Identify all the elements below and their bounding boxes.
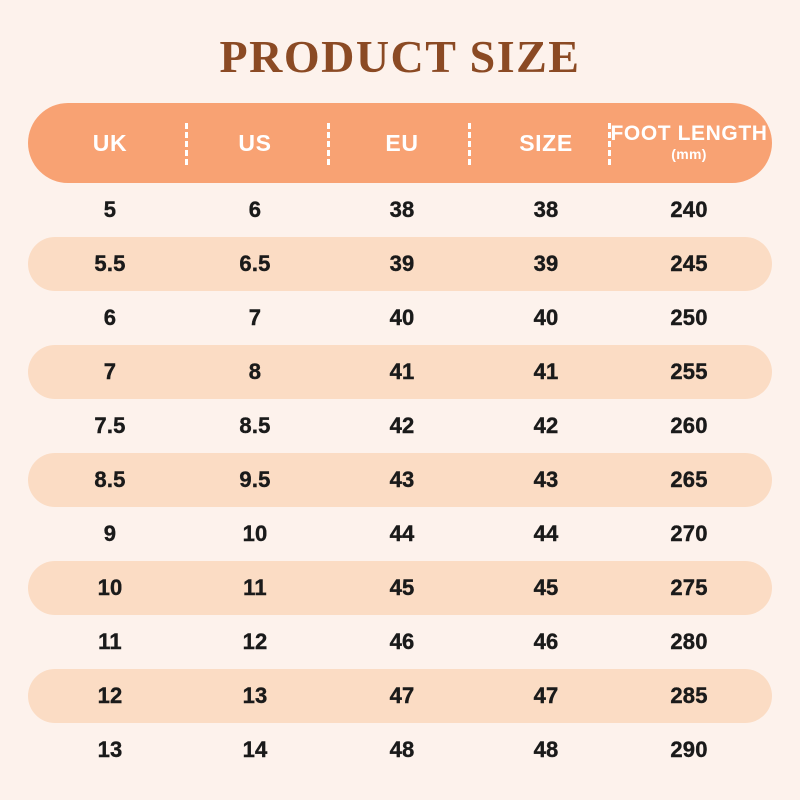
table-cell-size: 42	[533, 413, 559, 438]
table-cell-foot_length: 275	[670, 575, 708, 600]
table-cell-us: 8	[248, 359, 262, 384]
table-cell-eu: 42	[389, 413, 415, 438]
table-row: 9 10 44 44 270	[28, 507, 772, 561]
table-cell-uk: 7.5	[94, 413, 126, 438]
table-cell-uk: 5	[103, 197, 117, 222]
table-cell-eu: 41	[389, 359, 415, 384]
table-cell-size: 48	[533, 737, 559, 762]
table-row: 5 6 38 38 240	[28, 183, 772, 237]
table-cell-us: 11	[243, 575, 267, 600]
table-row: 13 14 48 48 290	[28, 723, 772, 777]
table-cell-uk: 6	[103, 305, 117, 330]
table-cell-uk: 13	[97, 737, 123, 762]
table-cell-foot_length: 255	[670, 359, 708, 384]
table-row: 12 13 47 47 285	[28, 669, 772, 723]
table-cell-us: 9.5	[239, 467, 271, 492]
table-cell-foot_length: 250	[670, 305, 708, 330]
table-row: 7.5 8.5 42 42 260	[28, 399, 772, 453]
table-cell-us: 10	[242, 521, 268, 546]
column-divider-icon-2	[327, 123, 330, 165]
table-cell-eu: 48	[389, 737, 415, 762]
table-row: 10 11 45 45 275	[28, 561, 772, 615]
page-title: PRODUCT SIZE	[219, 31, 581, 82]
table-body: 5 6 38 38 240 5.5 6.5 39 39 245 6 7 40 40 250 7 8 41 41 255…	[28, 183, 772, 777]
table-cell-size: 45	[533, 575, 559, 600]
table-row: 5.5 6.5 39 39 245	[28, 237, 772, 291]
table-cell-foot_length: 265	[670, 467, 708, 492]
column-divider-icon-3	[468, 123, 471, 165]
table-cell-eu: 44	[389, 521, 415, 546]
table-cell-us: 12	[242, 629, 268, 654]
table-cell-uk: 8.5	[94, 467, 126, 492]
table-cell-uk: 12	[97, 683, 123, 708]
table-cell-foot_length: 270	[670, 521, 708, 546]
table-cell-eu: 47	[389, 683, 415, 708]
table-cell-us: 14	[242, 737, 268, 762]
table-cell-eu: 45	[389, 575, 415, 600]
table-cell-us: 6	[248, 197, 262, 222]
table-cell-foot_length: 290	[670, 737, 708, 762]
table-cell-uk: 9	[103, 521, 117, 546]
table-cell-foot_length: 260	[670, 413, 708, 438]
column-header-eu: EU	[385, 129, 419, 156]
size-table: UK US EU SIZE FOOT LENGTH (mm) 5 6 38 38 240…	[28, 103, 772, 777]
table-cell-size: 39	[533, 251, 559, 276]
table-cell-uk: 5.5	[94, 251, 126, 276]
table-header-row: UK US EU SIZE FOOT LENGTH (mm)	[28, 103, 772, 183]
table-cell-us: 8.5	[239, 413, 271, 438]
table-cell-eu: 46	[389, 629, 415, 654]
table-cell-eu: 43	[389, 467, 415, 492]
column-divider-icon-1	[185, 123, 188, 165]
column-header-foot-length-unit: (mm)	[671, 146, 707, 162]
table-cell-foot_length: 240	[670, 197, 708, 222]
table-cell-size: 38	[533, 197, 559, 222]
table-cell-uk: 10	[97, 575, 123, 600]
table-cell-eu: 39	[389, 251, 415, 276]
table-cell-foot_length: 280	[670, 629, 708, 654]
table-row: 11 12 46 46 280	[28, 615, 772, 669]
table-cell-uk: 7	[103, 359, 117, 384]
table-cell-size: 47	[533, 683, 559, 708]
column-header-size: SIZE	[519, 129, 573, 156]
table-row: 7 8 41 41 255	[28, 345, 772, 399]
column-header-uk: UK	[92, 129, 128, 156]
table-cell-uk: 11	[98, 629, 122, 654]
table-cell-foot_length: 285	[670, 683, 708, 708]
table-row: 8.5 9.5 43 43 265	[28, 453, 772, 507]
table-cell-eu: 38	[389, 197, 415, 222]
column-header-foot-length: FOOT LENGTH (mm)	[606, 122, 772, 164]
table-cell-size: 40	[533, 305, 559, 330]
column-header-foot-length-label: FOOT LENGTH	[610, 122, 768, 145]
table-cell-eu: 40	[389, 305, 415, 330]
table-cell-us: 7	[248, 305, 262, 330]
table-row: 6 7 40 40 250	[28, 291, 772, 345]
table-cell-foot_length: 245	[670, 251, 708, 276]
table-cell-size: 44	[533, 521, 559, 546]
table-cell-size: 43	[533, 467, 559, 492]
column-header-us: US	[238, 129, 272, 156]
table-cell-us: 6.5	[239, 251, 271, 276]
table-cell-size: 41	[533, 359, 559, 384]
table-cell-us: 13	[242, 683, 268, 708]
column-divider-icon-4	[608, 123, 611, 165]
table-cell-size: 46	[533, 629, 559, 654]
